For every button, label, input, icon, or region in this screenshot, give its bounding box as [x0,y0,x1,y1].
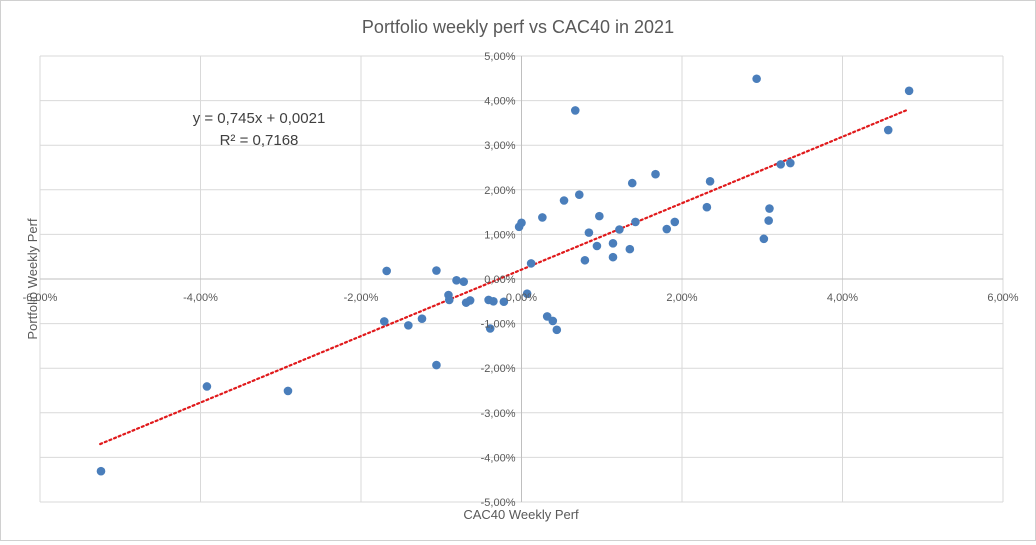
y-tick-label: 4,00% [484,96,515,108]
data-point [670,217,680,227]
x-tick-label: -4,00% [183,292,218,304]
data-point [283,386,293,396]
data-points-layer [96,74,914,476]
x-tick-label: -2,00% [344,292,379,304]
trendline-layer [99,109,908,446]
data-point [552,325,562,335]
y-tick-label: 5,00% [484,51,515,63]
x-tick-label: 4,00% [827,292,858,304]
data-point [404,321,413,330]
data-point [517,218,526,228]
y-tick-label: -2,00% [481,363,516,375]
data-point [499,297,509,307]
y-tick-label: 2,00% [484,185,515,197]
data-point [444,295,454,305]
data-point [559,196,569,205]
data-point [883,125,893,135]
data-point [538,213,547,222]
data-point [702,202,712,212]
data-point [522,289,532,299]
chart-title: Portfolio weekly perf vs CAC40 in 2021 [362,17,674,37]
data-point [548,316,558,326]
data-point [489,297,498,306]
data-point [379,317,389,326]
data-point [608,239,618,248]
x-tick-label: 6,00% [987,292,1018,304]
data-point [574,190,584,200]
data-point [651,169,660,179]
data-point [570,106,580,115]
data-point [580,255,590,265]
y-tick-label: -1,00% [481,319,516,331]
axis-layer [40,56,1003,502]
data-point [465,296,475,305]
data-point [432,360,441,370]
data-point [904,86,914,96]
y-tick-label: -4,00% [481,452,516,464]
data-point [776,160,786,169]
data-point [705,177,715,186]
data-point [96,466,106,476]
data-point [382,266,391,276]
trendline [99,109,908,446]
x-tick-label: -6,00% [23,292,58,304]
data-point [584,228,594,237]
y-tick-label: -5,00% [481,497,516,509]
y-axis-title: Portfolio Weekly Perf [25,218,40,340]
y-tick-label: 1,00% [484,229,515,241]
x-axis-title: CAC40 Weekly Perf [463,507,579,522]
data-point [459,277,469,286]
data-point [662,224,672,234]
tick-labels-layer: -6,00% -4,00% -2,00% 0,00% 2,00% 4,00% 6,00% -5… [23,51,1019,509]
data-point [786,158,795,168]
y-tick-label: -3,00% [481,408,516,420]
data-point [752,74,761,84]
data-point [452,276,461,285]
data-point [592,241,602,251]
trendline-r-squared: R² = 0,7168 [220,132,299,149]
x-tick-label: 0,00% [506,292,537,304]
data-point [608,252,618,262]
data-point [765,204,774,213]
data-point [202,382,212,391]
data-point [595,211,604,221]
data-point [759,234,769,244]
data-point [625,244,635,254]
data-point [417,314,427,323]
data-point [432,266,441,275]
data-point [631,217,640,227]
y-tick-label: 3,00% [484,140,515,152]
trendline-equation: y = 0,745x + 0,0021 [193,110,326,127]
data-point [526,259,536,268]
data-point [627,178,637,188]
data-point [615,225,624,234]
y-tick-label: 0,00% [484,274,515,286]
x-tick-label: 2,00% [666,292,697,304]
data-point [485,324,495,333]
data-point [764,216,773,225]
